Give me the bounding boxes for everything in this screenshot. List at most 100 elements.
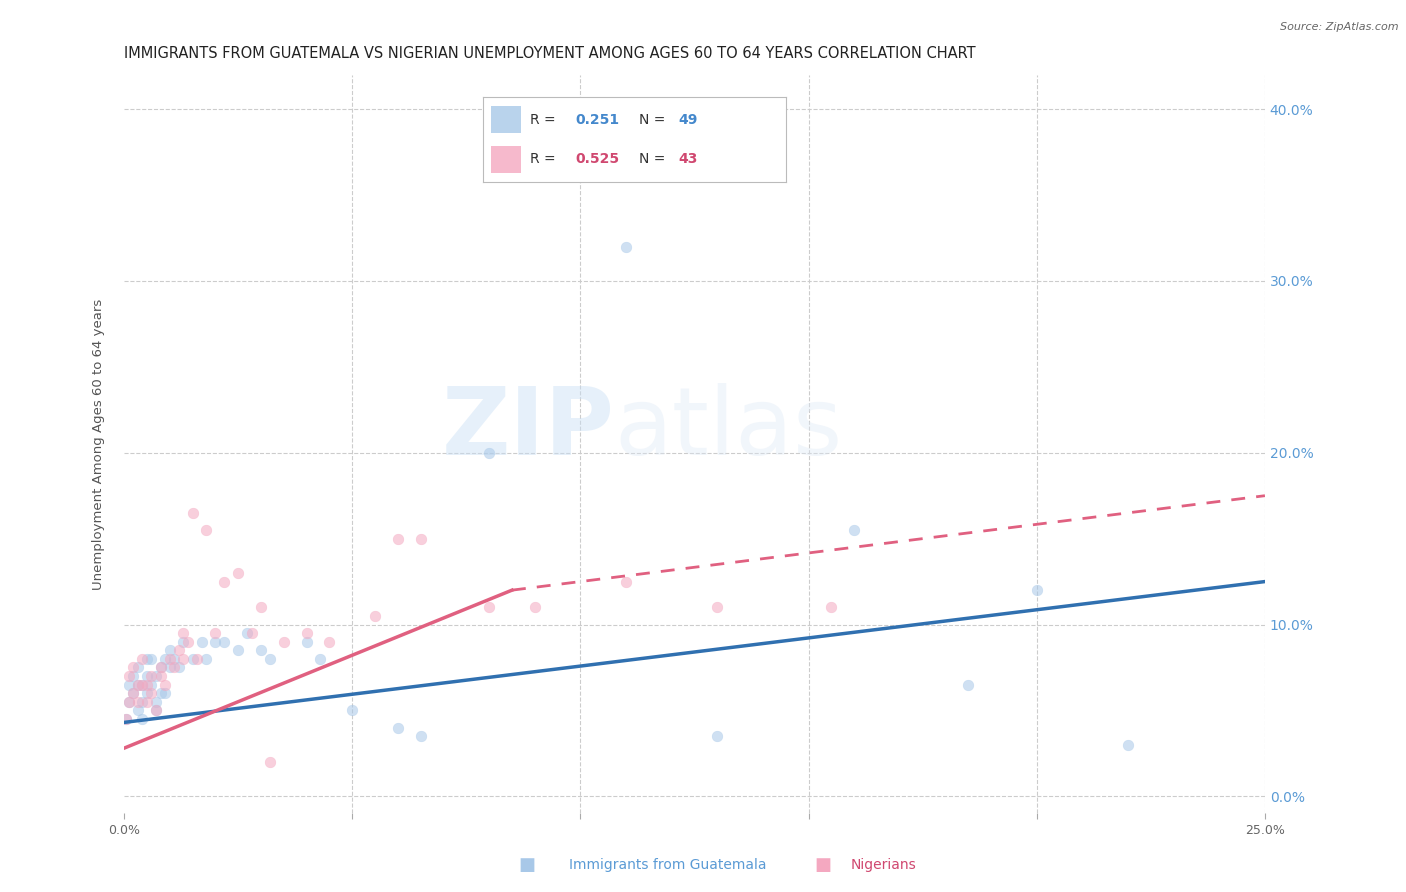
Point bbox=[127, 703, 149, 717]
Point bbox=[127, 695, 149, 709]
Point bbox=[195, 523, 218, 537]
Point bbox=[190, 634, 212, 648]
Point bbox=[163, 652, 186, 666]
Point bbox=[135, 686, 157, 700]
Y-axis label: Unemployment Among Ages 60 to 64 years: Unemployment Among Ages 60 to 64 years bbox=[93, 299, 105, 590]
Point bbox=[318, 634, 340, 648]
Point bbox=[295, 634, 318, 648]
Point bbox=[181, 652, 204, 666]
Point bbox=[117, 695, 139, 709]
Point bbox=[820, 600, 842, 615]
Point bbox=[141, 652, 163, 666]
Point bbox=[614, 240, 637, 254]
Point bbox=[149, 669, 172, 683]
Point bbox=[145, 695, 167, 709]
Point bbox=[135, 678, 157, 692]
Point bbox=[153, 686, 176, 700]
Point bbox=[131, 712, 153, 726]
Point bbox=[117, 669, 139, 683]
Point bbox=[226, 566, 249, 580]
Point bbox=[159, 643, 181, 657]
Point bbox=[141, 686, 163, 700]
Point bbox=[523, 600, 546, 615]
Point bbox=[214, 634, 236, 648]
Point bbox=[250, 600, 273, 615]
Point bbox=[149, 686, 172, 700]
Point bbox=[214, 574, 236, 589]
Text: Source: ZipAtlas.com: Source: ZipAtlas.com bbox=[1281, 22, 1399, 32]
Point bbox=[145, 703, 167, 717]
Point bbox=[117, 678, 139, 692]
Point bbox=[204, 626, 226, 640]
Point bbox=[240, 626, 263, 640]
Point bbox=[131, 695, 153, 709]
Point bbox=[167, 643, 190, 657]
Point bbox=[149, 660, 172, 674]
Point bbox=[135, 652, 157, 666]
Point bbox=[135, 669, 157, 683]
Point bbox=[409, 729, 432, 743]
Point bbox=[122, 660, 145, 674]
Point bbox=[478, 446, 501, 460]
Text: IMMIGRANTS FROM GUATEMALA VS NIGERIAN UNEMPLOYMENT AMONG AGES 60 TO 64 YEARS COR: IMMIGRANTS FROM GUATEMALA VS NIGERIAN UN… bbox=[124, 46, 976, 62]
Point bbox=[195, 652, 218, 666]
Point bbox=[149, 660, 172, 674]
Point bbox=[172, 652, 194, 666]
Point bbox=[387, 721, 409, 735]
Point bbox=[115, 712, 138, 726]
Point bbox=[478, 600, 501, 615]
Point bbox=[127, 678, 149, 692]
Point bbox=[409, 532, 432, 546]
Point bbox=[177, 634, 200, 648]
Point bbox=[117, 695, 139, 709]
Text: Immigrants from Guatemala: Immigrants from Guatemala bbox=[569, 858, 766, 872]
Point bbox=[706, 600, 728, 615]
Point bbox=[122, 686, 145, 700]
Point bbox=[1025, 583, 1047, 598]
Point bbox=[122, 686, 145, 700]
Point bbox=[127, 678, 149, 692]
Point bbox=[159, 660, 181, 674]
Point bbox=[163, 660, 186, 674]
Point bbox=[167, 660, 190, 674]
Point bbox=[153, 652, 176, 666]
Point bbox=[186, 652, 208, 666]
Point bbox=[181, 506, 204, 520]
Point bbox=[309, 652, 332, 666]
Point bbox=[115, 712, 138, 726]
Point bbox=[614, 574, 637, 589]
Text: Nigerians: Nigerians bbox=[851, 858, 917, 872]
Point bbox=[172, 634, 194, 648]
Point bbox=[122, 669, 145, 683]
Text: ■: ■ bbox=[519, 856, 536, 874]
Point bbox=[141, 669, 163, 683]
Point bbox=[127, 660, 149, 674]
Point bbox=[295, 626, 318, 640]
Point bbox=[131, 652, 153, 666]
Point bbox=[250, 643, 273, 657]
Point bbox=[706, 729, 728, 743]
Point bbox=[273, 634, 295, 648]
Point bbox=[172, 626, 194, 640]
Point bbox=[145, 669, 167, 683]
Point bbox=[145, 703, 167, 717]
Point bbox=[1116, 738, 1139, 752]
Point bbox=[159, 652, 181, 666]
Point bbox=[259, 652, 281, 666]
Point bbox=[236, 626, 259, 640]
Point bbox=[364, 608, 387, 623]
Point bbox=[957, 678, 980, 692]
Point bbox=[844, 523, 866, 537]
Text: ZIP: ZIP bbox=[441, 384, 614, 475]
Point bbox=[135, 695, 157, 709]
Text: atlas: atlas bbox=[614, 384, 844, 475]
Point bbox=[204, 634, 226, 648]
Point bbox=[153, 678, 176, 692]
Point bbox=[141, 678, 163, 692]
Point bbox=[131, 678, 153, 692]
Point bbox=[342, 703, 364, 717]
Point bbox=[259, 755, 281, 769]
Text: ■: ■ bbox=[814, 856, 831, 874]
Point bbox=[131, 678, 153, 692]
Point bbox=[226, 643, 249, 657]
